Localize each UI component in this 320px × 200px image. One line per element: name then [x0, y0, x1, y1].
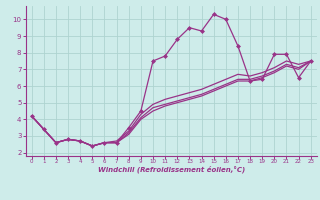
X-axis label: Windchill (Refroidissement éolien,°C): Windchill (Refroidissement éolien,°C): [98, 165, 245, 173]
